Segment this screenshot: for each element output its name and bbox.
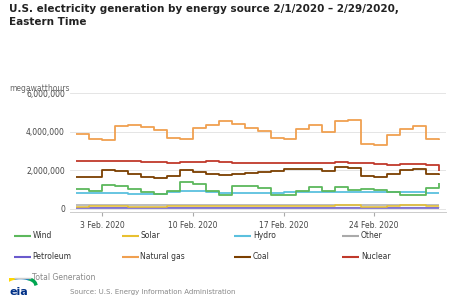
Text: Total Generation: Total Generation	[32, 273, 96, 282]
Text: Solar: Solar	[140, 231, 160, 240]
Text: Coal: Coal	[253, 252, 270, 261]
Text: eia: eia	[10, 286, 28, 297]
Text: U.S. electricity generation by energy source 2/1/2020 – 2/29/2020,
Eastern Time: U.S. electricity generation by energy so…	[9, 4, 399, 27]
Text: Source: U.S. Energy Information Administration: Source: U.S. Energy Information Administ…	[70, 289, 235, 295]
Text: Hydro: Hydro	[253, 231, 276, 240]
Text: Natural gas: Natural gas	[140, 252, 185, 261]
Text: Other: Other	[361, 231, 382, 240]
Text: megawatthours: megawatthours	[9, 84, 69, 93]
Text: Wind: Wind	[32, 231, 52, 240]
Text: Nuclear: Nuclear	[361, 252, 391, 261]
Text: Petroleum: Petroleum	[32, 252, 72, 261]
